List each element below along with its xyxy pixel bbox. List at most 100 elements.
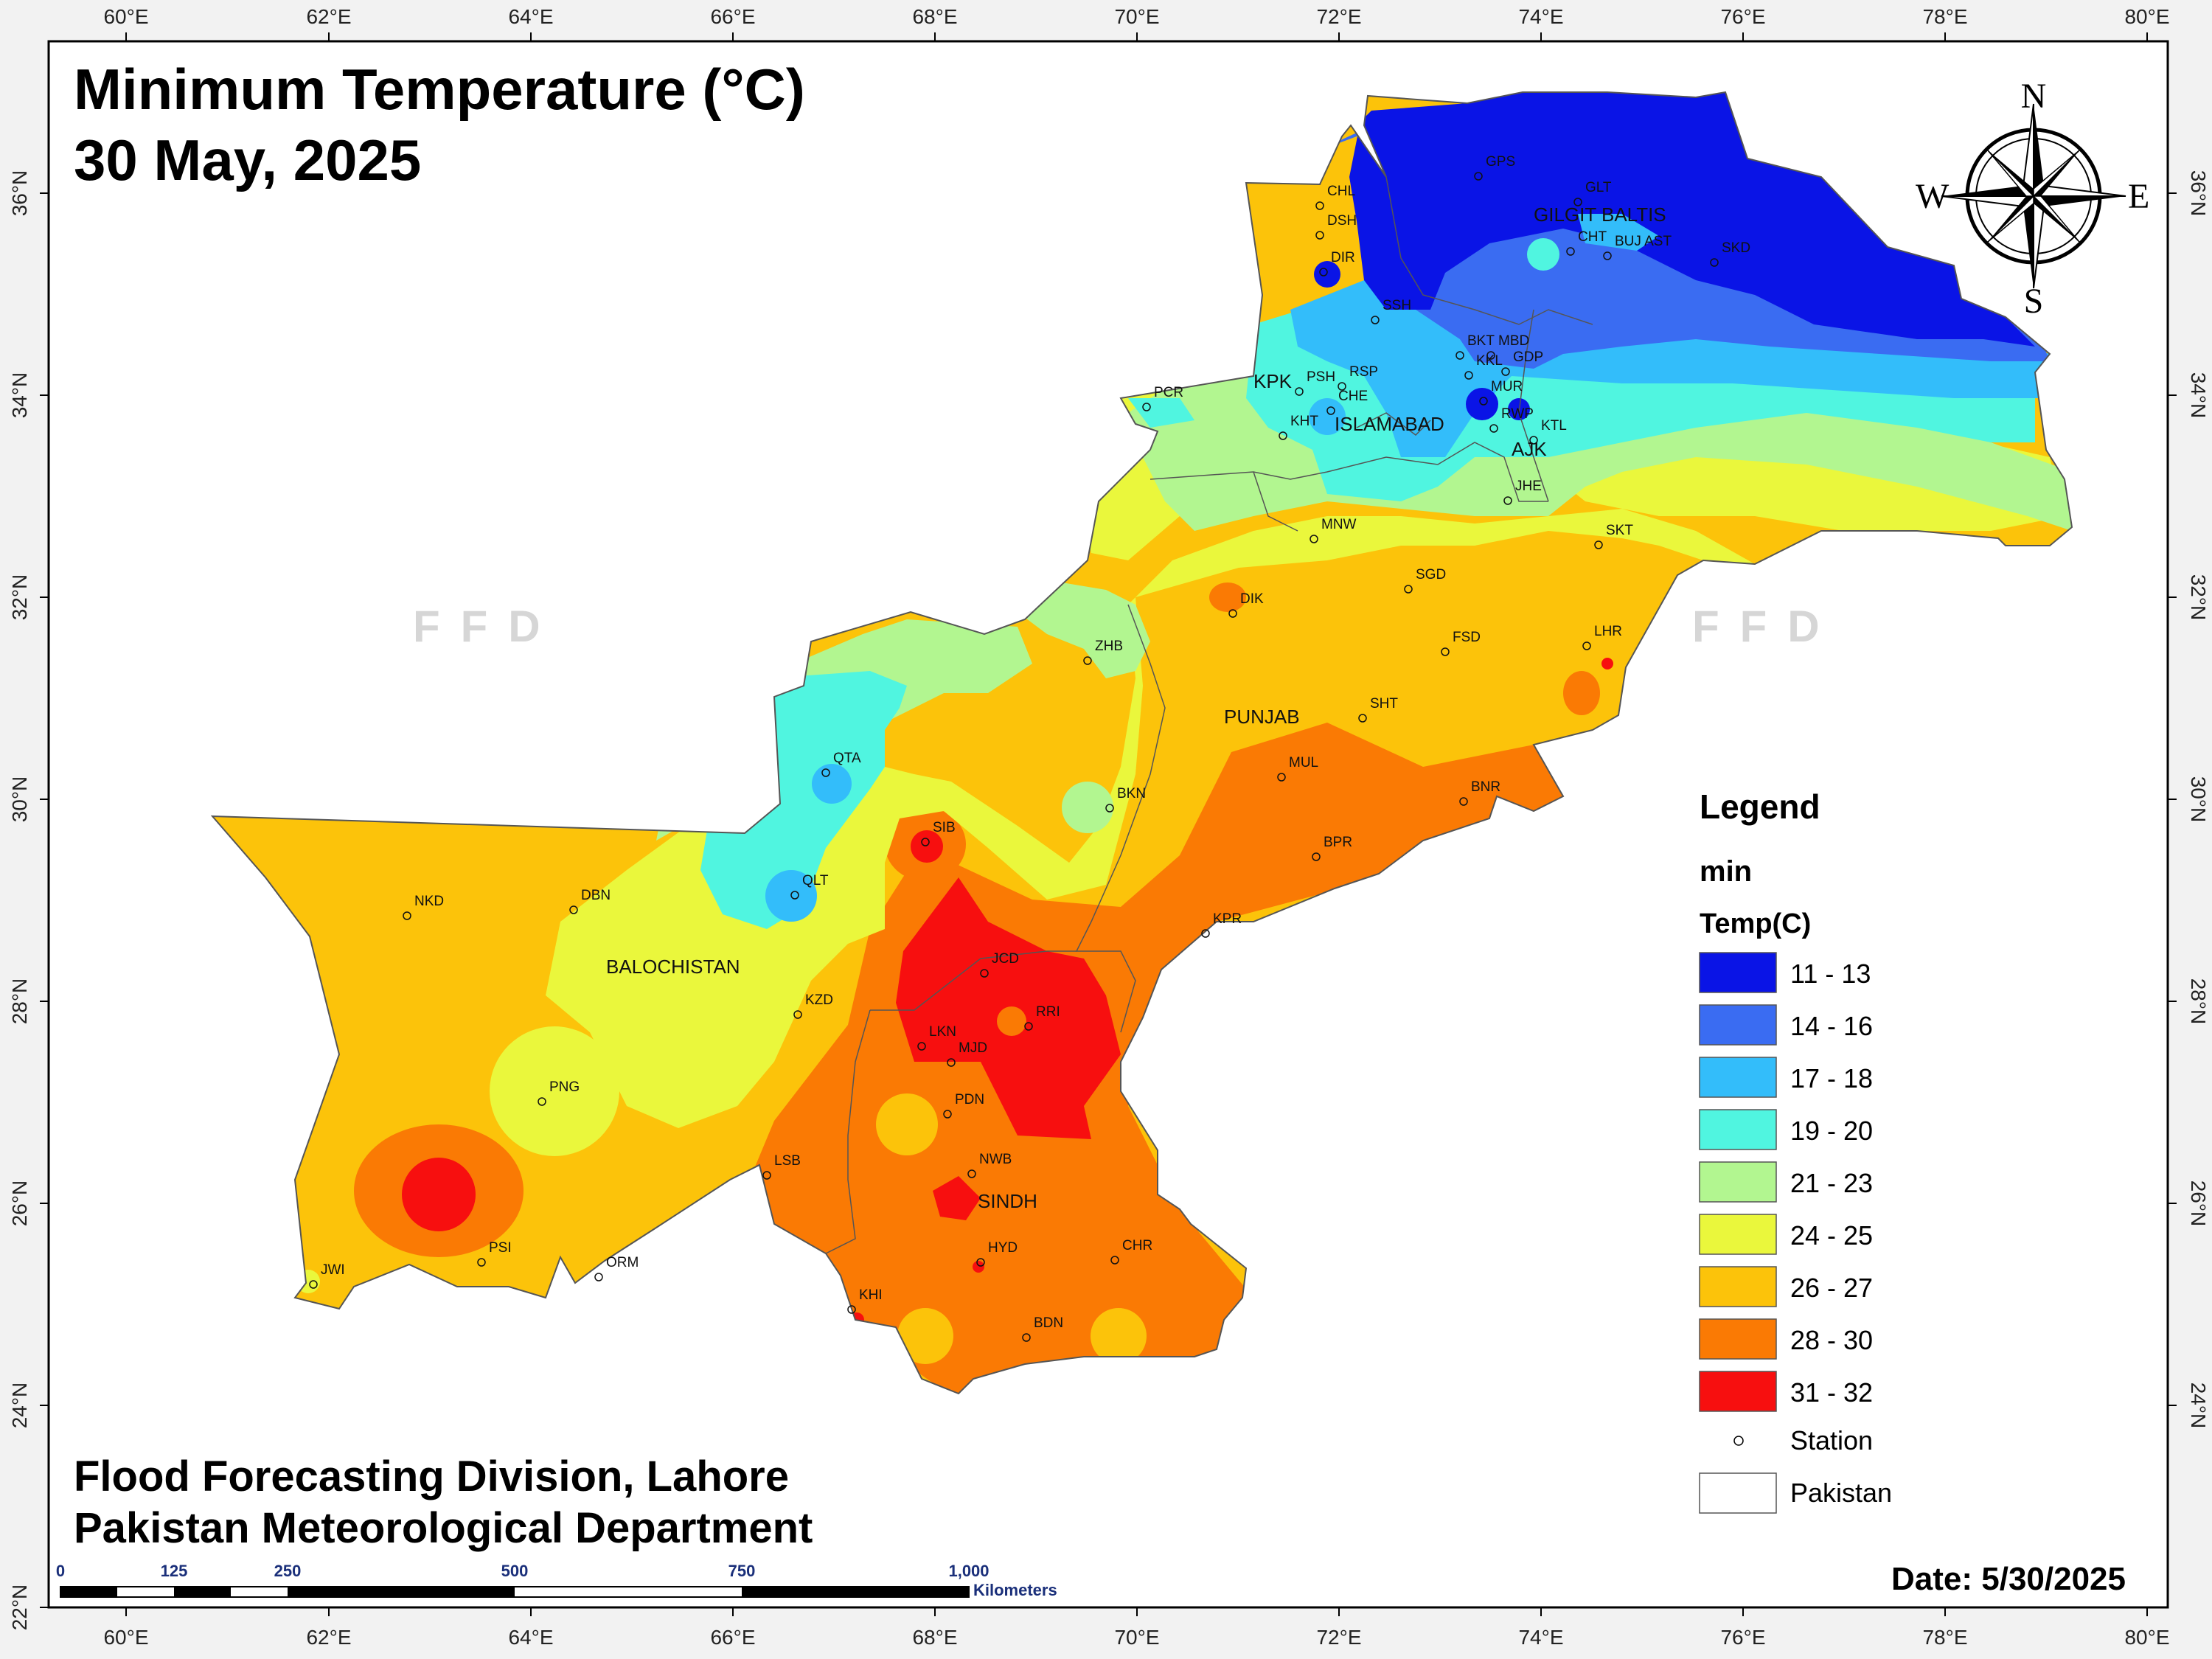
zone-19-20 (700, 671, 907, 929)
station-label: BPR (1324, 835, 1352, 850)
station-label: PNG (549, 1079, 580, 1095)
lat-tick-label: 32°N (2187, 574, 2210, 621)
station-marker (1710, 258, 1719, 267)
station-marker (793, 1010, 802, 1019)
grid-ticks (40, 32, 2177, 1616)
station-label: LKN (929, 1024, 956, 1040)
lon-tick-label: 60°E (103, 1626, 148, 1649)
legend-swatch (1699, 1161, 1777, 1203)
zone-31-32 (911, 830, 943, 863)
station-label: ORM (606, 1255, 639, 1270)
map-date-title: 30 May, 2025 (74, 128, 421, 192)
lon-tick-label: 66°E (710, 5, 755, 28)
station-marker (1312, 852, 1321, 861)
station-marker (1279, 431, 1287, 440)
station-marker (1315, 231, 1324, 240)
station-label: MNW (1321, 517, 1357, 532)
legend-class-label: 31 - 32 (1790, 1377, 1873, 1408)
legend-swatch (1699, 1266, 1777, 1307)
station-label: NKD (414, 894, 444, 909)
station-marker (1277, 773, 1286, 782)
station-marker (1371, 316, 1380, 324)
zone-17-18 (812, 764, 852, 804)
station-marker (569, 905, 578, 914)
map-title: Minimum Temperature (°C) (74, 57, 805, 122)
station-label: SKT (1606, 523, 1633, 538)
station-marker (1404, 585, 1413, 594)
station-label: MUR (1491, 379, 1523, 394)
zone-28-30 (1563, 671, 1600, 715)
station-label: KTL (1541, 418, 1567, 434)
station-label: MBD (1498, 333, 1529, 349)
station-label: LHR (1594, 624, 1622, 639)
station-label: SHT (1370, 696, 1398, 712)
station-marker (538, 1097, 546, 1106)
station-marker (1566, 247, 1575, 256)
scale-tick-label: 500 (501, 1562, 529, 1580)
station-label: SIB (933, 820, 956, 835)
lat-tick-label: 34°N (2187, 372, 2210, 419)
region-labels: GILGIT BALTIS KPK ISLAMABAD AJK PUNJAB B… (606, 204, 1666, 1212)
legend-swatch (1699, 1371, 1777, 1412)
station-label: CHR (1122, 1238, 1152, 1253)
station-label: ZHB (1095, 639, 1123, 654)
station-marker (1228, 609, 1237, 618)
station-marker (1110, 1256, 1119, 1265)
station-label: LSB (774, 1153, 801, 1169)
zone-31-32 (973, 1261, 984, 1273)
station-marker (1319, 268, 1328, 276)
lon-labels-top: 60°E 62°E 64°E 66°E 68°E 70°E 72°E 74°E … (103, 5, 2169, 28)
station-label: PSH (1307, 369, 1335, 385)
lat-labels-left: 36°N 34°N 32°N 30°N 28°N 26°N 24°N 22°N (8, 170, 31, 1631)
station-label: JWI (321, 1262, 345, 1278)
station-label: DIR (1331, 250, 1355, 265)
station-label: MJD (959, 1040, 987, 1056)
station-label: RRI (1036, 1004, 1060, 1020)
province-boundaries (825, 176, 1593, 1254)
legend-class-label: 24 - 25 (1790, 1220, 1873, 1251)
station-marker (1310, 535, 1318, 543)
station-marker (917, 1042, 926, 1051)
station-marker (1338, 382, 1346, 391)
region-label-ajk: AJK (1512, 438, 1547, 460)
station-marker (1573, 198, 1582, 206)
scale-tick-label: 0 (56, 1562, 65, 1580)
station-marker (947, 1058, 956, 1067)
station-marker (1529, 436, 1538, 445)
lon-tick-label: 64°E (508, 1626, 553, 1649)
footer-division: Flood Forecasting Division, Lahore (74, 1453, 789, 1500)
station-label: BNR (1471, 779, 1500, 795)
station-label: KHT (1290, 414, 1318, 429)
compass-west-label: W (1916, 177, 1950, 216)
zone-21-23 (1018, 582, 1150, 678)
station-label: GPS (1486, 154, 1515, 170)
station-label: KPR (1213, 911, 1242, 927)
station-marker (1455, 351, 1464, 360)
legend-station-label: Station (1790, 1425, 1873, 1455)
station-marker (790, 891, 799, 900)
station-marker (1486, 351, 1495, 360)
lon-tick-label: 80°E (2124, 5, 2169, 28)
station-marker (594, 1273, 603, 1281)
legend-field: Temp(C) (1700, 908, 1811, 939)
station-marker (1464, 371, 1473, 380)
station-marker (1105, 804, 1114, 813)
station-marker (1083, 656, 1092, 665)
legend-swatch (1699, 1109, 1777, 1150)
legend-boundary-swatch (1699, 1472, 1777, 1514)
station-marker (1441, 647, 1450, 656)
legend-class-label: 17 - 18 (1790, 1063, 1873, 1093)
lon-tick-label: 68°E (912, 1626, 957, 1649)
station-marker (762, 1171, 771, 1180)
scale-tick-label: 1,000 (948, 1562, 989, 1580)
station-label: BUJ AST (1615, 234, 1672, 249)
station-marker (976, 1258, 985, 1267)
zone-26-27 (876, 1093, 938, 1155)
station-marker (1358, 714, 1367, 723)
zone-31-32 (1601, 658, 1613, 669)
lon-tick-label: 74°E (1518, 5, 1563, 28)
zone-17-18 (1578, 214, 1659, 251)
lat-tick-label: 26°N (8, 1180, 31, 1227)
legend-swatch (1699, 1318, 1777, 1360)
